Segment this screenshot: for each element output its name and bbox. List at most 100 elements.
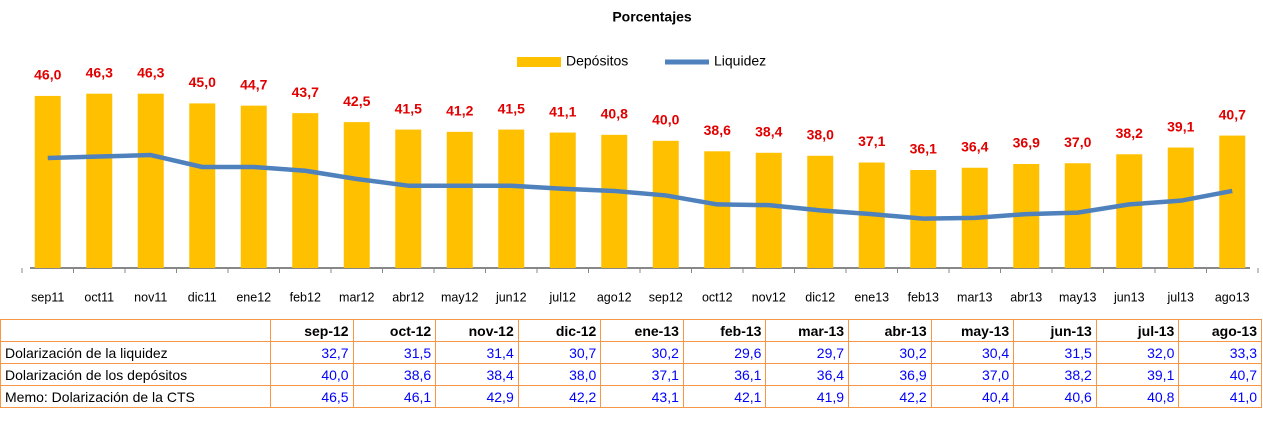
bar: [1167, 147, 1194, 268]
bar: [292, 113, 319, 268]
data-label: 38,6: [704, 122, 731, 138]
bar: [34, 95, 61, 268]
data-label: 46,3: [86, 64, 113, 80]
x-tick-label: mar13: [957, 290, 992, 304]
table-cell: 40,7: [1178, 363, 1262, 386]
table-cell: 31,4: [435, 341, 519, 364]
x-tick-label: ago12: [597, 290, 632, 304]
data-label: 41,5: [395, 100, 422, 116]
data-label: 36,9: [1013, 135, 1040, 151]
data-label: 38,4: [755, 123, 782, 139]
table-row: Dolarización de la liquidez 32,7 31,5 31,4 3…: [0, 341, 1262, 364]
table-cell: 30,2: [600, 341, 684, 364]
bar: [704, 151, 731, 268]
table-cell: 46,5: [270, 385, 354, 408]
bar: [240, 105, 267, 268]
x-tick-label: jun13: [1113, 290, 1145, 304]
data-label: 40,7: [1219, 106, 1246, 122]
table-cell: 30,4: [930, 341, 1015, 364]
bar: [1116, 154, 1143, 268]
data-label: 37,0: [1064, 134, 1091, 150]
table-cell: 46,1: [352, 385, 437, 408]
column-header: abr-13: [848, 319, 932, 342]
x-tick-label: abr13: [1010, 290, 1042, 304]
table-cell: 42,1: [682, 385, 767, 408]
row-label: Dolarización de la liquidez: [0, 341, 271, 364]
chart: Porcentajes Depósitos Liquidez sep11 oct11 n…: [21, 9, 1259, 304]
bar: [395, 129, 422, 268]
data-label: 46,0: [34, 67, 61, 83]
x-tick-label: nov11: [134, 290, 167, 304]
table-cell: 32,7: [270, 341, 354, 364]
table-cell: 43,1: [600, 385, 684, 408]
table-cell: 41,9: [765, 385, 850, 408]
x-tick-label: oct11: [84, 290, 114, 304]
x-tick-label: jun12: [495, 290, 527, 304]
column-header: ago-13: [1178, 319, 1262, 342]
x-tick-label: ene12: [236, 290, 271, 304]
column-header: oct-12: [352, 319, 437, 342]
table-cell: 42,2: [517, 385, 602, 408]
legend-swatch: [517, 57, 561, 67]
x-tick-label: ene13: [854, 290, 889, 304]
table-row: Dolarización de los depósitos 40,0 38,6 38,…: [0, 363, 1262, 386]
data-label: 43,7: [292, 84, 319, 100]
legend-label: Liquidez: [714, 53, 766, 69]
column-header: jun-13: [1013, 319, 1097, 342]
table-cell: 41,0: [1178, 385, 1262, 408]
x-tick-label: oct12: [702, 290, 733, 304]
x-tick-label: feb12: [290, 290, 321, 304]
x-tick-label: may13: [1059, 290, 1097, 304]
x-tick-label: abr12: [392, 290, 424, 304]
table-cell: 36,9: [848, 363, 932, 386]
row-label: Memo: Dolarización de la CTS: [0, 385, 271, 408]
bar: [1219, 135, 1246, 268]
data-label: 44,7: [240, 76, 267, 92]
data-label: 36,1: [910, 141, 937, 157]
data-label: 42,5: [343, 93, 370, 109]
column-header: sep-12: [270, 319, 354, 342]
x-tick-label: ago13: [1215, 290, 1250, 304]
table-cell: 40,6: [1013, 385, 1097, 408]
table-row: Memo: Dolarización de la CTS 46,5 46,1 42,9…: [0, 385, 1262, 408]
bar: [189, 103, 216, 268]
bar: [498, 129, 525, 268]
table-cell: 31,5: [352, 341, 437, 364]
column-header: feb-13: [682, 319, 767, 342]
bar: [86, 93, 113, 268]
column-header: nov-12: [435, 319, 519, 342]
x-tick-label: sep11: [31, 290, 64, 304]
bar: [137, 93, 164, 268]
table-cell: 30,7: [517, 341, 602, 364]
x-tick-label: jul13: [1167, 290, 1194, 304]
x-tick-label: dic12: [805, 290, 835, 304]
data-label: 41,1: [549, 103, 576, 119]
table-cell: 40,0: [270, 363, 354, 386]
data-label: 45,0: [189, 74, 216, 90]
table-cell: 29,6: [682, 341, 767, 364]
table-cell: 36,1: [682, 363, 767, 386]
table-cell: 40,8: [1095, 385, 1180, 408]
bar: [755, 152, 782, 268]
chart-title: Porcentajes: [612, 9, 692, 25]
line: [47, 152, 1233, 221]
table-cell: 37,1: [600, 363, 684, 386]
table-cell: 33,3: [1178, 341, 1262, 364]
table-cell: 30,2: [848, 341, 932, 364]
data-label: 38,0: [807, 126, 834, 142]
bar: [1064, 163, 1091, 268]
header-row: sep-12 oct-12 nov-12 dic-12 ene-13 feb-13 mar-…: [0, 319, 1262, 342]
data-label: 40,0: [652, 112, 679, 128]
bar: [446, 131, 473, 268]
column-header: mar-13: [765, 319, 850, 342]
x-tick-label: nov12: [752, 290, 786, 304]
column-header: may-13: [930, 319, 1015, 342]
column-header: jul-13: [1095, 319, 1180, 342]
corner-cell: [0, 319, 271, 342]
bar: [343, 122, 370, 268]
column-header: dic-12: [517, 319, 602, 342]
data-label: 41,2: [446, 103, 473, 119]
data-label: 46,3: [137, 64, 164, 80]
table-cell: 37,0: [930, 363, 1015, 386]
data-label: 41,5: [498, 100, 525, 116]
